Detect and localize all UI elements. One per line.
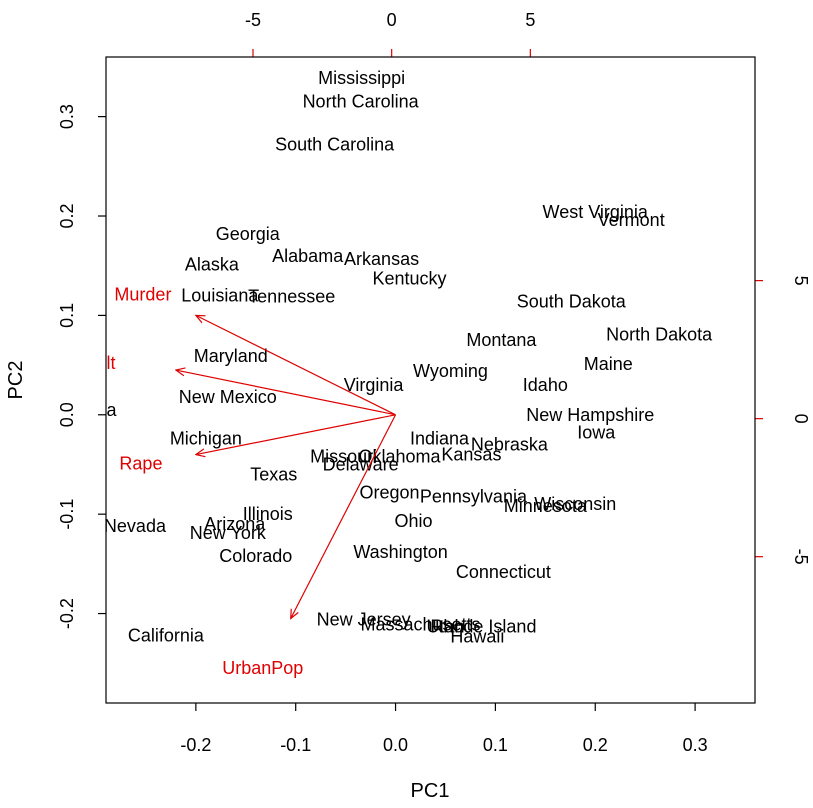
y-tick-label: 0.0 [57,402,77,427]
x-tick-label: 0.3 [683,735,708,755]
point-label: Wisconsin [534,494,616,514]
point-label: Colorado [219,546,292,566]
point-label: Maryland [194,346,268,366]
point-label: Connecticut [456,562,551,582]
y-tick-label: 0.2 [57,203,77,228]
point-label: New Mexico [179,387,277,407]
top-tick-label: -5 [245,10,261,30]
point-label: California [128,625,205,645]
point-label: Kentucky [373,269,447,289]
point-label: Oregon [360,482,420,502]
loading-arrow [291,414,397,619]
right-tick-label: 5 [791,276,811,286]
x-tick-label: -0.2 [180,735,211,755]
point-label: Massachusetts [360,614,480,634]
loading-label: Assault [57,353,116,373]
point-label: New York [190,523,267,543]
y-axis-title: PC2 [5,361,27,400]
loading-label: UrbanPop [222,658,303,678]
point-label: Florida [62,400,118,420]
point-label: South Carolina [275,134,395,154]
point-label: Mississippi [318,68,405,88]
point-label: Utah [426,616,464,636]
point-label: North Dakota [606,324,713,344]
point-label: New Hampshire [526,405,654,425]
point-label: Oklahoma [359,447,442,467]
point-label: Nevada [104,516,167,536]
point-label: Iowa [577,423,616,443]
point-label: Wyoming [413,361,488,381]
axes-group: -0.2 -0.1 0.0 0.1 0.2 0.3 -0.2 -0.1 0.0 0.1 0.2 0.3… [57,10,811,755]
x-tick-label: 0.0 [383,735,408,755]
right-tick-label: -5 [791,549,811,565]
point-label: Michigan [170,429,242,449]
point-label: West Virginia [543,202,649,222]
point-label: Washington [353,542,447,562]
point-label: Idaho [523,375,568,395]
point-label: Rhode Island [430,616,536,636]
point-label: Tennessee [248,287,335,307]
point-label: Georgia [216,224,281,244]
x-tick-label: 0.1 [483,735,508,755]
point-label: Indiana [410,429,470,449]
x-axis-title: PC1 [411,780,450,802]
point-label: Montana [466,330,537,350]
point-label: Kansas [441,445,501,465]
loading-arrows-group: Murder Assault Rape UrbanPop [57,285,397,678]
point-label: Delaware [323,454,399,474]
right-tick-label: 0 [791,414,811,424]
x-tick-label: -0.1 [280,735,311,755]
point-label: Arkansas [344,249,419,269]
point-label: Louisiana [181,286,259,306]
top-tick-label: 5 [525,10,535,30]
loading-label: Rape [119,453,162,473]
point-label: Vermont [598,210,665,230]
point-label: Texas [250,464,297,484]
loading-arrow [196,414,396,455]
point-labels-group: Mississippi North Carolina South Carolina G… [62,68,713,647]
top-tick-label: 0 [387,10,397,30]
point-label: Virginia [344,375,405,395]
loading-arrow [196,315,396,416]
x-tick-label: 0.2 [583,735,608,755]
point-label: North Carolina [303,92,420,112]
loading-label: Murder [114,285,171,305]
point-label: Minnesota [504,496,588,516]
point-label: New Jersey [317,610,411,630]
point-label: Ohio [395,511,433,531]
point-label: Pennsylvania [420,486,528,506]
y-tick-label: 0.1 [57,303,77,328]
point-label: Missouri [310,447,377,467]
y-tick-label: -0.2 [57,598,77,629]
point-label: South Dakota [517,291,627,311]
point-label: Hawaii [450,626,504,646]
loading-arrow [176,370,396,416]
plot-frame [105,56,756,704]
point-label: Nebraska [471,435,549,455]
point-label: Alabama [272,246,344,266]
point-label: Alaska [185,255,240,275]
point-label: Illinois [243,504,293,524]
point-label: Arizona [204,514,266,534]
y-tick-label: -0.1 [57,499,77,530]
point-label: Maine [584,354,633,374]
y-tick-label: 0.3 [57,104,77,129]
